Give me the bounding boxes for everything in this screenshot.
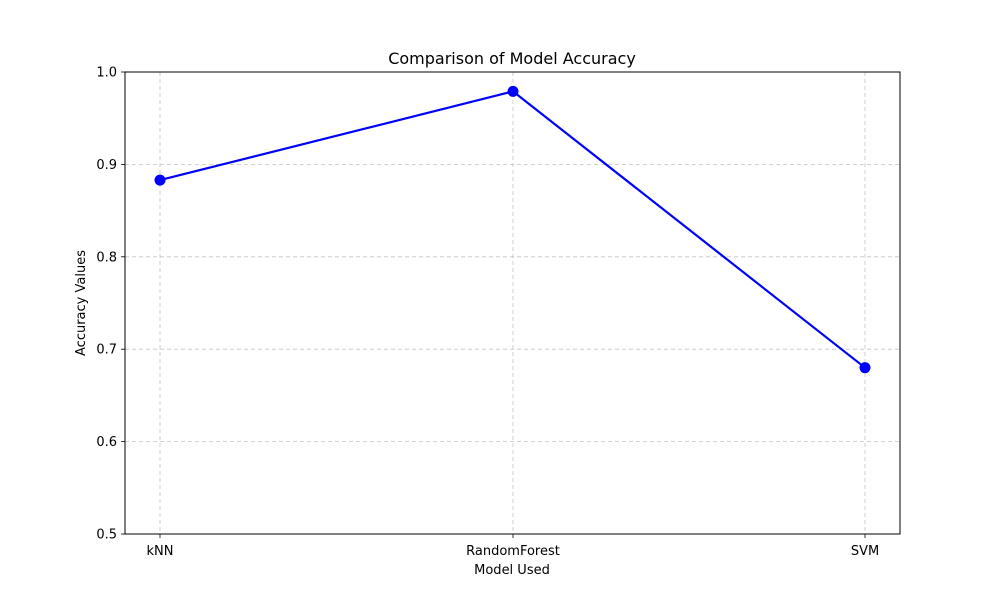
- y-tick-label: 1.0: [96, 66, 117, 81]
- data-point: [507, 85, 519, 97]
- chart-title: Comparison of Model Accuracy: [388, 49, 636, 68]
- y-axis-label: Accuracy Values: [74, 250, 89, 356]
- data-point: [859, 362, 871, 374]
- data-point: [154, 174, 166, 186]
- x-tick-label: SVM: [851, 544, 879, 559]
- series-layer: [154, 85, 871, 374]
- y-tick-label: 0.5: [96, 528, 117, 543]
- y-axis: 0.5 0.6 0.7 0.8 0.9 1.0: [96, 66, 125, 543]
- x-tick-label: RandomForest: [466, 544, 560, 559]
- y-tick-label: 0.8: [96, 250, 117, 265]
- y-tick-label: 0.9: [96, 158, 117, 173]
- y-tick-label: 0.7: [96, 343, 117, 358]
- x-axis-label: Model Used: [474, 563, 550, 578]
- grid: [125, 72, 900, 534]
- x-tick-label: kNN: [147, 544, 174, 559]
- y-tick-label: 0.6: [96, 435, 117, 450]
- plot-area: [124, 71, 901, 535]
- x-axis: kNN RandomForest SVM: [147, 534, 879, 559]
